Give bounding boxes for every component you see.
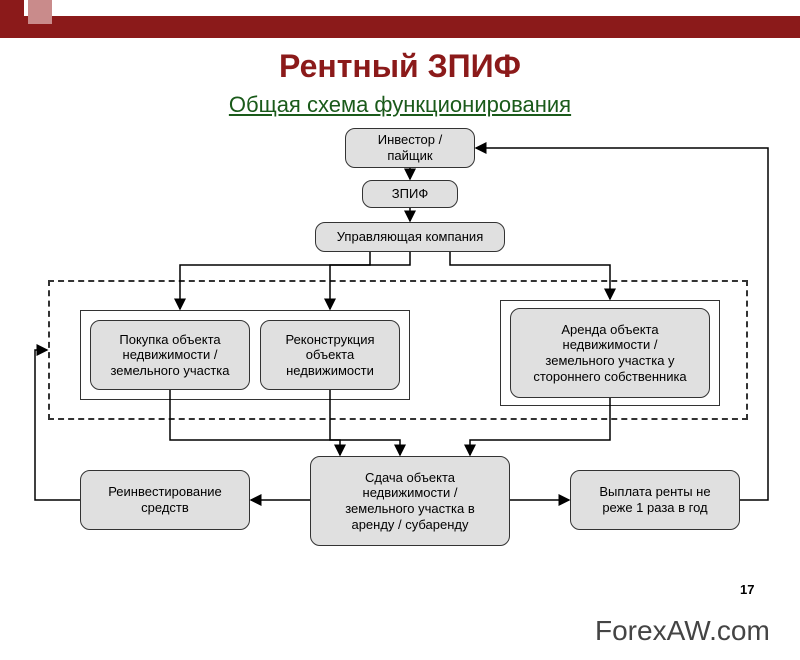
node-zpif: ЗПИФ bbox=[362, 180, 458, 208]
node-investor: Инвестор /пайщик bbox=[345, 128, 475, 168]
node-purchase: Покупка объектанедвижимости /земельного … bbox=[90, 320, 250, 390]
node-reinvest: Реинвестированиесредств bbox=[80, 470, 250, 530]
page-title: Рентный ЗПИФ bbox=[0, 48, 800, 85]
page-number: 17 bbox=[740, 582, 754, 597]
node-payout: Выплата ренты нереже 1 раза в год bbox=[570, 470, 740, 530]
page-subtitle: Общая схема функционирования bbox=[0, 92, 800, 118]
watermark: ForexAW.com bbox=[595, 615, 770, 647]
node-recon: Реконструкцияобъектанедвижимости bbox=[260, 320, 400, 390]
node-rent3rd: Аренда объектанедвижимости /земельного у… bbox=[510, 308, 710, 398]
node-mgmt: Управляющая компания bbox=[315, 222, 505, 252]
header-bar bbox=[0, 16, 800, 38]
header-squares bbox=[0, 0, 56, 24]
node-lease: Сдача объектанедвижимости /земельного уч… bbox=[310, 456, 510, 546]
